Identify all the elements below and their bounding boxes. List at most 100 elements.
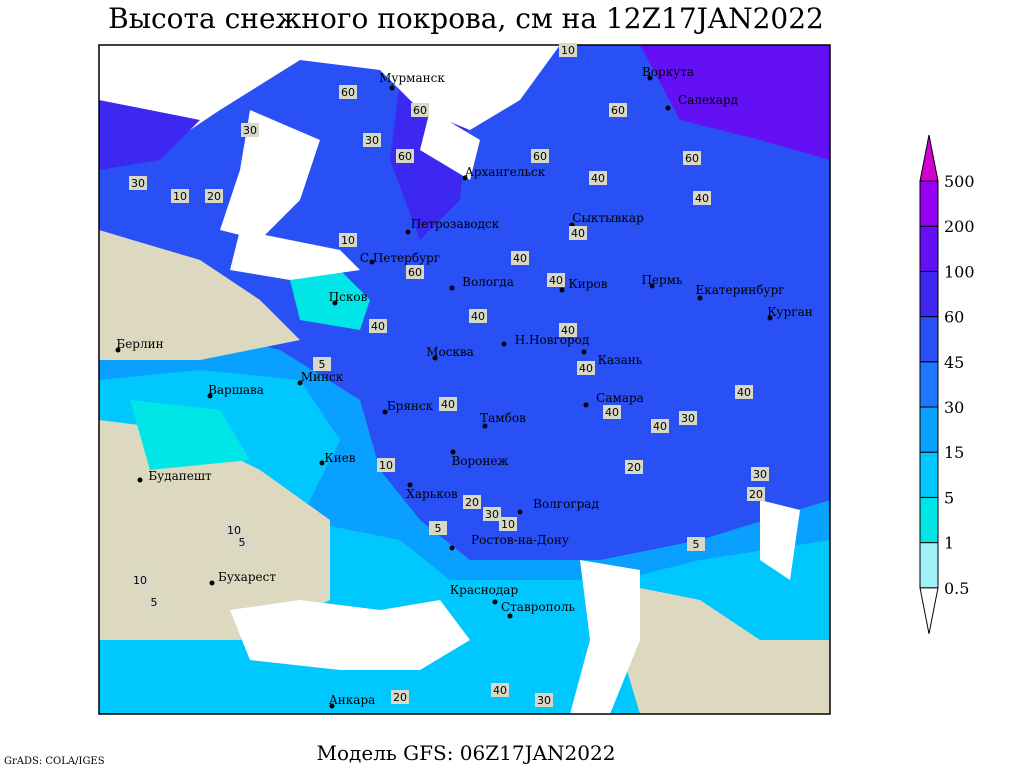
city-label: Пермь — [641, 273, 683, 287]
contour-label-bg — [171, 189, 189, 203]
city-label: Самара — [596, 391, 644, 405]
city-label: Воркута — [642, 65, 694, 79]
city-label: Псков — [329, 290, 368, 304]
legend-swatch — [919, 451, 939, 498]
city-label: Москва — [426, 345, 474, 359]
city-label: Харьков — [406, 487, 458, 501]
contour-label-bg — [511, 251, 529, 265]
contour-label: 40 — [493, 684, 507, 697]
legend-label: 1 — [944, 534, 954, 553]
map-frame — [98, 44, 831, 715]
contour-label-bg — [559, 43, 577, 57]
city-dot — [209, 580, 215, 586]
legend-label: 0.5 — [944, 579, 969, 598]
contour-label: 60 — [533, 150, 547, 163]
city-dot — [517, 509, 523, 515]
contour-label: 40 — [513, 252, 527, 265]
city-dot — [319, 460, 325, 466]
contour-label-bg — [531, 149, 549, 163]
city-label: Варшава — [208, 383, 264, 397]
contour-label: 30 — [365, 134, 379, 147]
contour-label-bg — [499, 517, 517, 531]
city-dot — [137, 477, 143, 483]
city-dot — [665, 105, 671, 111]
contour-label: 40 — [579, 362, 593, 375]
contour-label: 40 — [653, 420, 667, 433]
legend-label: 500 — [944, 172, 975, 191]
contour-label: 10 — [227, 524, 241, 537]
contour-label-bg — [577, 361, 595, 375]
subtitle: Модель GFS: 06Z17JAN2022 — [317, 741, 616, 765]
city-dot — [559, 287, 565, 293]
city-label: Сыктывкар — [572, 211, 644, 225]
city-label: Ростов-на-Дону — [471, 533, 569, 547]
contour-label: 60 — [341, 86, 355, 99]
contour-label: 60 — [611, 104, 625, 117]
contour-label-bg — [145, 595, 163, 609]
legend-low-triangle — [919, 587, 939, 634]
labels: Мурманск Воркута Салехард Архангельск Сыктыв… — [115, 43, 813, 709]
legend-swatch — [919, 406, 939, 453]
city-label: Бухарест — [218, 570, 276, 584]
contour-label: 40 — [571, 227, 585, 240]
city-label: Архангельск — [465, 165, 546, 179]
legend-label: 60 — [944, 308, 964, 327]
city-dot — [449, 545, 455, 551]
contour-label: 5 — [239, 536, 246, 549]
city-dot — [407, 482, 413, 488]
contour-label-bg — [131, 573, 149, 587]
contour-label-bg — [569, 226, 587, 240]
contour-label-bg — [129, 176, 147, 190]
contour-label: 40 — [591, 172, 605, 185]
title: Высота снежного покрова, см на 12Z17JAN2… — [108, 2, 824, 35]
city-dot — [115, 347, 121, 353]
contour-label-bg — [589, 171, 607, 185]
contour-label-bg — [679, 411, 697, 425]
city-dot — [332, 300, 338, 306]
contour-label: 10 — [133, 574, 147, 587]
contour-label-bg — [339, 85, 357, 99]
map — [99, 45, 830, 714]
city-dot — [450, 449, 456, 455]
city-label: Воронеж — [451, 454, 508, 468]
city-label: С.Петербург — [360, 251, 440, 265]
contour-label-bg — [439, 397, 457, 411]
legend-swatch — [919, 316, 939, 363]
legend-label: 5 — [944, 488, 954, 507]
city-label: Салехард — [678, 93, 738, 107]
contour-label: 60 — [398, 150, 412, 163]
city-dot — [329, 703, 335, 709]
contour-label-bg — [547, 273, 565, 287]
city-dot — [462, 175, 468, 181]
city-label: Анкара — [329, 693, 376, 707]
city-label: Будапешт — [148, 469, 212, 483]
city-label: Тамбов — [480, 411, 526, 425]
contour-label-bg — [411, 103, 429, 117]
city-dot — [581, 349, 587, 355]
contour-label-bg — [491, 683, 509, 697]
contour-label: 20 — [627, 461, 641, 474]
contour-label-bg — [535, 693, 553, 707]
city-dot — [767, 315, 773, 321]
contour-label-bg — [483, 507, 501, 521]
city-label: Краснодар — [450, 583, 519, 597]
contour-label-bg — [241, 123, 259, 137]
contour-label: 30 — [243, 124, 257, 137]
contour-label: 40 — [549, 274, 563, 287]
city-dot — [649, 283, 655, 289]
city-dot — [405, 229, 411, 235]
contour-label-bg — [609, 103, 627, 117]
city-dot — [492, 599, 498, 605]
contour-label: 40 — [441, 398, 455, 411]
credit: GrADS: COLA/IGES — [4, 756, 105, 767]
contour-label: 5 — [693, 538, 700, 551]
contour-label: 20 — [207, 190, 221, 203]
contour-label: 40 — [695, 192, 709, 205]
contour-label-bg — [751, 467, 769, 481]
contour-label: 10 — [501, 518, 515, 531]
contour-label-bg — [225, 523, 243, 537]
contour-label: 20 — [749, 488, 763, 501]
city-dot — [583, 402, 589, 408]
contour-label-bg — [369, 319, 387, 333]
